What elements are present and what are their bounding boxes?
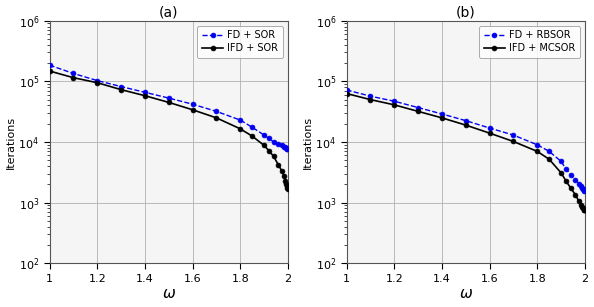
IFD + SOR [270,154,277,158]
IFD + SOR [236,127,244,131]
IFD + SOR [189,108,196,112]
FD + RBSOR [486,126,493,130]
IFD + MCSOR [581,208,588,212]
FD + SOR [270,140,277,144]
FD + RBSOR [438,112,446,116]
IFD + MCSOR [343,92,350,95]
IFD + MCSOR [572,193,579,196]
FD + RBSOR [578,185,585,188]
IFD + MCSOR [580,207,587,210]
IFD + MCSOR [579,205,586,209]
Legend: FD + RBSOR, IFD + MCSOR: FD + RBSOR, IFD + MCSOR [479,25,580,58]
FD + SOR [94,79,101,82]
IFD + MCSOR [563,179,570,183]
FD + RBSOR [572,178,579,181]
IFD + MCSOR [391,103,398,107]
FD + SOR [284,147,291,151]
FD + SOR [165,96,172,100]
FD + SOR [275,142,282,146]
IFD + MCSOR [558,171,565,175]
FD + RBSOR [581,189,588,192]
FD + RBSOR [558,159,565,163]
FD + RBSOR [510,133,517,137]
FD + RBSOR [343,88,350,92]
IFD + SOR [284,187,291,190]
FD + SOR [282,146,289,149]
IFD + SOR [46,69,53,73]
IFD + MCSOR [367,98,374,101]
X-axis label: ω: ω [459,286,472,301]
IFD + MCSOR [578,204,585,207]
IFD + SOR [261,143,268,147]
IFD + MCSOR [415,110,422,113]
X-axis label: ω: ω [162,286,175,301]
IFD + SOR [281,175,288,178]
Title: (b): (b) [456,6,476,20]
Line: IFD + SOR: IFD + SOR [47,68,290,191]
FD + RBSOR [579,186,586,190]
Title: (a): (a) [159,6,178,20]
FD + RBSOR [415,106,422,109]
IFD + SOR [141,94,148,98]
FD + RBSOR [580,187,587,191]
FD + RBSOR [391,99,398,103]
FD + SOR [46,63,53,67]
FD + SOR [261,133,268,137]
FD + SOR [213,110,220,113]
FD + SOR [283,146,290,150]
Line: FD + RBSOR: FD + RBSOR [344,87,587,193]
FD + RBSOR [580,188,587,192]
IFD + SOR [70,76,77,80]
IFD + MCSOR [580,208,587,211]
Y-axis label: Iterations: Iterations [302,115,312,169]
FD + RBSOR [567,173,574,177]
FD + RBSOR [576,182,583,185]
FD + SOR [236,118,244,122]
IFD + SOR [283,185,290,188]
FD + RBSOR [462,119,469,122]
IFD + MCSOR [545,157,552,161]
IFD + SOR [284,186,291,190]
IFD + MCSOR [438,116,446,120]
IFD + MCSOR [533,150,541,153]
IFD + MCSOR [486,131,493,135]
Legend: FD + SOR, IFD + SOR: FD + SOR, IFD + SOR [197,25,283,58]
IFD + SOR [165,100,172,104]
Line: FD + SOR: FD + SOR [47,63,290,152]
FD + RBSOR [545,150,552,153]
FD + SOR [70,72,77,75]
FD + RBSOR [563,167,570,171]
IFD + SOR [213,116,220,120]
IFD + SOR [248,134,255,138]
IFD + SOR [266,149,273,153]
IFD + SOR [94,81,101,84]
FD + SOR [279,143,286,147]
IFD + SOR [118,88,125,91]
IFD + MCSOR [567,186,574,190]
IFD + MCSOR [510,140,517,143]
FD + SOR [118,85,125,88]
Y-axis label: Iterations: Iterations [5,115,15,169]
IFD + MCSOR [462,123,469,127]
FD + SOR [248,125,255,129]
IFD + MCSOR [581,208,588,212]
FD + RBSOR [533,143,541,147]
FD + SOR [283,147,290,150]
IFD + SOR [279,169,286,173]
FD + SOR [281,145,288,148]
IFD + SOR [283,183,290,186]
Line: IFD + MCSOR: IFD + MCSOR [344,91,587,213]
FD + SOR [189,102,196,106]
FD + SOR [141,91,148,94]
FD + SOR [266,137,273,140]
IFD + SOR [275,163,282,167]
IFD + SOR [282,179,289,183]
IFD + MCSOR [576,200,583,203]
FD + RBSOR [367,94,374,98]
